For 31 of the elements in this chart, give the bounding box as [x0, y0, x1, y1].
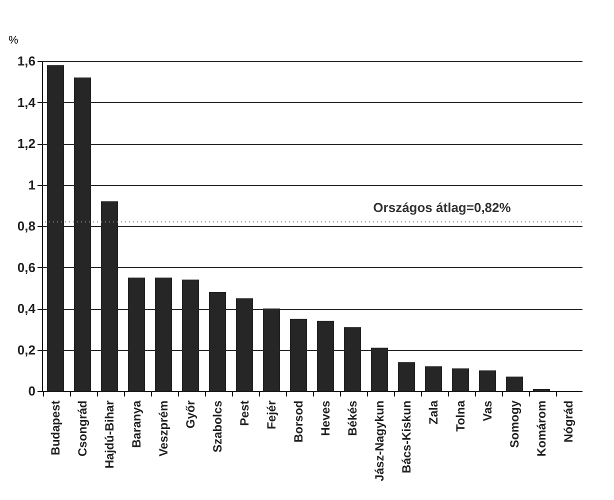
y-axis-title: % [8, 34, 18, 46]
x-tick-label: Fejér [264, 400, 278, 430]
x-tick-label: Baranya [130, 400, 144, 448]
x-tick-label: Vas [480, 400, 494, 422]
x-tick-label: Békés [346, 400, 360, 436]
x-tick-label: Bács-Kiskun [400, 400, 414, 474]
x-tick-label: Heves [318, 400, 332, 436]
x-tick-label: Jász-Nagykun [372, 400, 386, 482]
y-tick-label: 1 [28, 177, 36, 192]
x-tick-label: Budapest [48, 400, 62, 456]
ref-line-label: Országos átlag=0,82% [373, 200, 512, 215]
x-tick-label: Somogy [508, 400, 522, 448]
x-tick-label: Tolna [454, 400, 468, 432]
x-tick-label: Hajdú-Bihar [102, 400, 116, 469]
y-tick-label: 1,6 [17, 54, 36, 68]
y-tick-label: 1,4 [17, 94, 36, 110]
x-tick-label: Szabolcs [210, 400, 224, 453]
x-tick-label: Komárom [534, 400, 548, 457]
x-tick-label: Győr [184, 400, 198, 429]
x-tick-label: Borsod [292, 400, 306, 442]
y-tick-label: 0,8 [17, 218, 36, 234]
x-tick-label: Veszprém [156, 400, 170, 457]
x-tick-label: Zala [426, 400, 440, 425]
y-tick-label: 0 [28, 384, 36, 398]
y-tick-label: 0,6 [17, 260, 36, 275]
y-tick-label: 0,4 [17, 301, 36, 316]
y-tick-label: 1,2 [17, 136, 36, 151]
y-tick-label: 0,2 [17, 342, 36, 358]
x-tick-label: Pest [238, 400, 252, 426]
x-tick-label: Csongrád [76, 400, 90, 457]
x-tick-label: Nógrád [562, 400, 576, 442]
